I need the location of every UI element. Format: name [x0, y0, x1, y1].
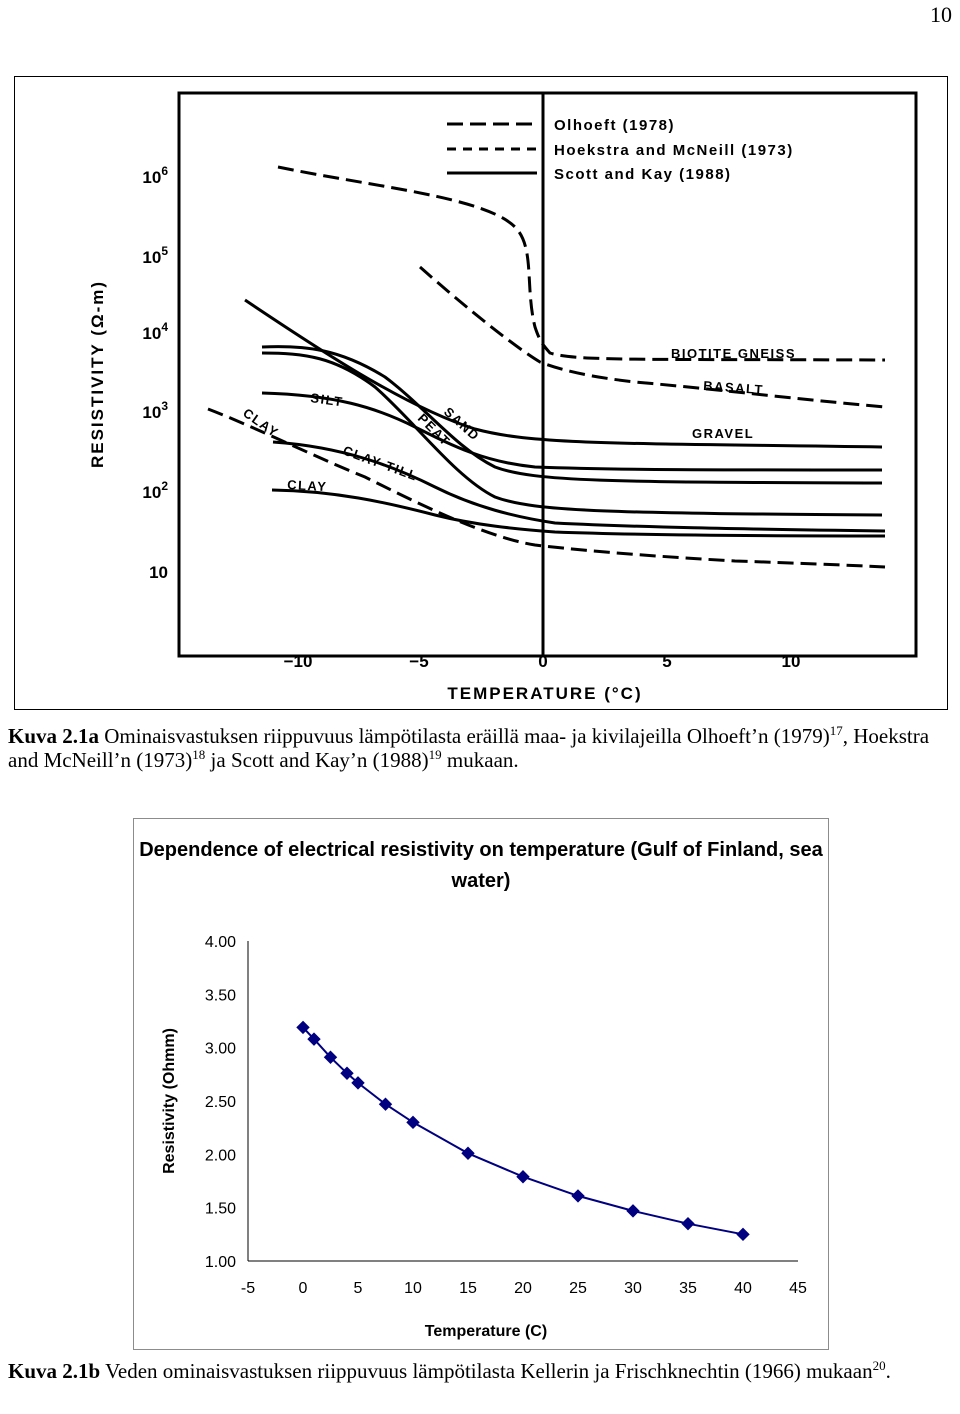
legend: Olhoeft (1978) Hoekstra and McNeill (197… — [447, 117, 794, 183]
y-tick-label: 103 — [142, 399, 168, 422]
x-tick-label: 20 — [514, 1280, 532, 1297]
caption-a-text3: ja Scott and Kay’n (1988) — [205, 748, 429, 772]
curves — [207, 165, 886, 569]
y-tick-label: 3.50 — [205, 987, 236, 1004]
label-clay-scott-kay: CLAY — [287, 477, 328, 494]
y-tick-label: 4.00 — [205, 934, 236, 951]
curve-peat — [261, 351, 883, 517]
y-tick-label: 105 — [142, 244, 168, 267]
y-tick-label: 102 — [142, 479, 168, 502]
curve-clay-scott-kay — [271, 488, 886, 538]
data-point — [307, 1032, 321, 1046]
x-tick-labels: -5 0 5 10 15 20 25 30 35 40 45 — [241, 1280, 807, 1297]
legend-label-scott-kay: Scott and Kay (1988) — [554, 166, 732, 183]
caption-a-ref1: 17 — [829, 723, 843, 738]
data-point — [378, 1097, 393, 1111]
data-point — [736, 1227, 750, 1242]
y-tick-label: 106 — [142, 164, 168, 187]
caption-a-ref2: 18 — [192, 747, 206, 762]
y-tick-labels: 106 105 104 103 102 10 — [142, 164, 168, 582]
curve-clay-till — [272, 440, 886, 533]
data-point — [351, 1076, 365, 1090]
caption-b-text2: . — [885, 1359, 891, 1383]
caption-a-text4: mukaan. — [441, 748, 519, 772]
x-tick-label: 10 — [404, 1280, 422, 1297]
data-point — [571, 1189, 585, 1203]
x-tick-label: 10 — [782, 652, 801, 671]
y-tick-labels: 4.00 3.50 3.00 2.50 2.00 1.50 1.00 — [205, 934, 236, 1271]
data-point — [516, 1170, 530, 1184]
label-basalt: BASALT — [703, 378, 765, 397]
data-point — [323, 1050, 338, 1064]
y-axis-label: RESISTIVITY (Ω-m) — [88, 280, 107, 468]
page-number: 10 — [930, 2, 952, 27]
y-tick-label: 3.00 — [205, 1041, 236, 1058]
caption-b-ref1: 20 — [872, 1358, 886, 1373]
y-axis-label: Resistivity (Ohmm) — [161, 1028, 178, 1174]
data-point — [681, 1216, 695, 1231]
x-tick-label: 15 — [459, 1280, 477, 1297]
x-tick-label: -5 — [241, 1280, 255, 1297]
data-point — [626, 1204, 640, 1218]
curve-biotite-gneiss — [277, 165, 886, 362]
caption-a-label: Kuva 2.1a — [8, 724, 100, 748]
y-tick-label: 104 — [142, 320, 168, 343]
curve-silt — [261, 391, 883, 472]
x-tick-label: 5 — [354, 1280, 363, 1297]
curve-sand — [261, 345, 883, 485]
label-gravel: GRAVEL — [692, 426, 754, 441]
curve-basalt — [419, 265, 886, 409]
x-tick-label: −5 — [409, 652, 428, 671]
x-axis-label: Temperature (C) — [425, 1323, 547, 1340]
chart-title: Dependence of electrical resistivity on … — [139, 839, 823, 892]
y-tick-label: 10 — [149, 563, 168, 582]
caption-a-text1: Ominaisvastuksen riippuvuus lämpötilasta… — [99, 724, 830, 748]
caption-figure-a: Kuva 2.1a Ominaisvastuksen riippuvuus lä… — [8, 724, 958, 772]
x-tick-label: 40 — [734, 1280, 752, 1297]
series-line — [302, 1026, 744, 1236]
figure-b-chart: 4.00 3.50 3.00 2.50 2.00 1.50 1.00 -5 0 5 10 15 20 2… — [161, 934, 807, 1340]
legend-label-hoekstra: Hoekstra and McNeill (1973) — [554, 142, 794, 159]
data-point — [406, 1115, 420, 1130]
x-tick-label: 0 — [299, 1280, 308, 1297]
y-tick-label: 1.50 — [205, 1201, 236, 1218]
x-tick-label: 25 — [569, 1280, 587, 1297]
legend-label-olhoeft: Olhoeft (1978) — [554, 117, 675, 134]
caption-a-text2: , Hoekstra and McNeill’n (1973) — [8, 724, 930, 772]
caption-b-label: Kuva 2.1b — [8, 1359, 101, 1383]
caption-a-ref3: 19 — [428, 747, 442, 762]
data-point — [296, 1020, 310, 1035]
label-clay-till: CLAY-TILL — [341, 443, 420, 484]
label-biotite-gneiss: BIOTITE GNEISS — [671, 346, 796, 361]
x-tick-label: 45 — [789, 1280, 807, 1297]
y-tick-label: 2.50 — [205, 1094, 236, 1111]
x-tick-label: −10 — [284, 652, 313, 671]
x-tick-label: 5 — [662, 652, 671, 671]
x-axis-label: TEMPERATURE (°C) — [447, 684, 642, 703]
data-point — [461, 1146, 475, 1160]
x-tick-label: 30 — [624, 1280, 642, 1297]
caption-figure-b: Kuva 2.1b Veden ominaisvastuksen riippuv… — [8, 1359, 958, 1383]
label-clay-hoekstra: CLAY — [240, 405, 282, 440]
curve-gravel — [244, 298, 883, 449]
y-tick-label: 2.00 — [205, 1147, 236, 1164]
x-tick-labels: −10 −5 0 5 10 — [284, 652, 801, 671]
figure-sea-water-resistivity: Dependence of electrical resistivity on … — [133, 818, 829, 1350]
y-tick-label: 1.00 — [205, 1254, 236, 1271]
figure-resistivity-soils-rocks: 106 105 104 103 102 10 −10 −5 0 5 10 RESISTIVITY … — [14, 76, 948, 710]
label-silt: SILT — [310, 390, 345, 409]
x-tick-label: 35 — [679, 1280, 697, 1297]
series-sea-water — [296, 1020, 750, 1242]
x-tick-label: 0 — [538, 652, 547, 671]
data-point — [340, 1066, 354, 1080]
curve-clay-hoekstra — [207, 407, 886, 569]
plot-frame — [177, 91, 918, 658]
figure-a-chart: 106 105 104 103 102 10 −10 −5 0 5 10 RESISTIVITY … — [88, 91, 918, 703]
caption-b-text1: Veden ominaisvastuksen riippuvuus lämpöt… — [100, 1359, 873, 1383]
